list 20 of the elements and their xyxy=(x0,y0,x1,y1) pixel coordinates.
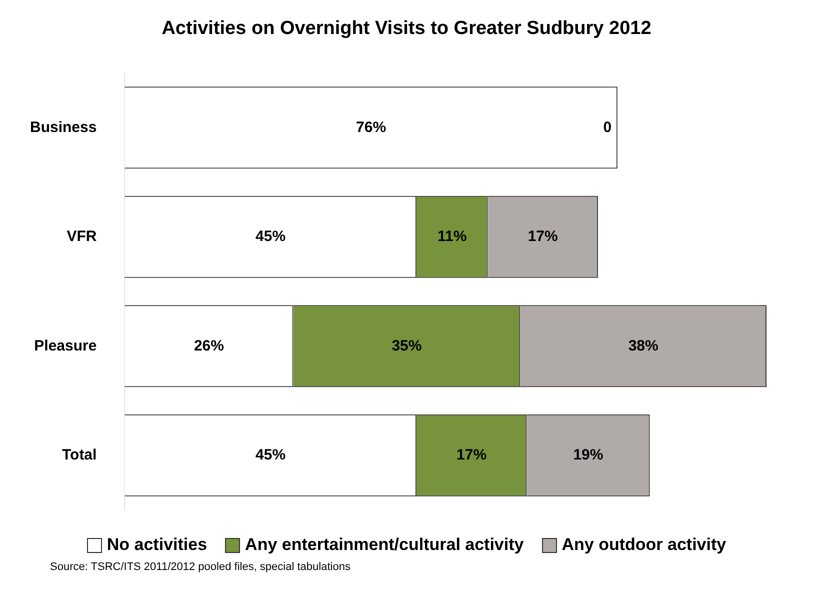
y-tick-label: VFR xyxy=(66,228,97,246)
data-label: 0 xyxy=(603,118,612,136)
data-label: 17% xyxy=(456,446,487,464)
source-note: Source: TSRC/ITS 2011/2012 pooled files, special tabulations xyxy=(50,561,352,573)
data-label: 45% xyxy=(256,446,286,464)
legend-label: Any outdoor activity xyxy=(562,535,726,555)
data-label: 17% xyxy=(528,228,558,246)
data-label: 11% xyxy=(437,228,467,246)
text: No activities xyxy=(106,535,208,555)
data-label: 76% xyxy=(356,118,386,136)
legend-label: Any entertainment/cultural activity xyxy=(245,535,524,555)
data-label: 38% xyxy=(628,337,658,354)
y-tick-label: Business xyxy=(30,118,97,136)
y-tick-label: Total xyxy=(62,446,97,464)
data-label: 35% xyxy=(392,337,422,354)
data-label: 19% xyxy=(573,446,604,464)
y-tick-label: Pleasure xyxy=(34,337,97,354)
data-label: 26% xyxy=(194,337,224,354)
data-label: 45% xyxy=(256,228,286,246)
chart-title: Activities on Overnight Visits to Greater Sudbury 2012 xyxy=(160,18,652,41)
